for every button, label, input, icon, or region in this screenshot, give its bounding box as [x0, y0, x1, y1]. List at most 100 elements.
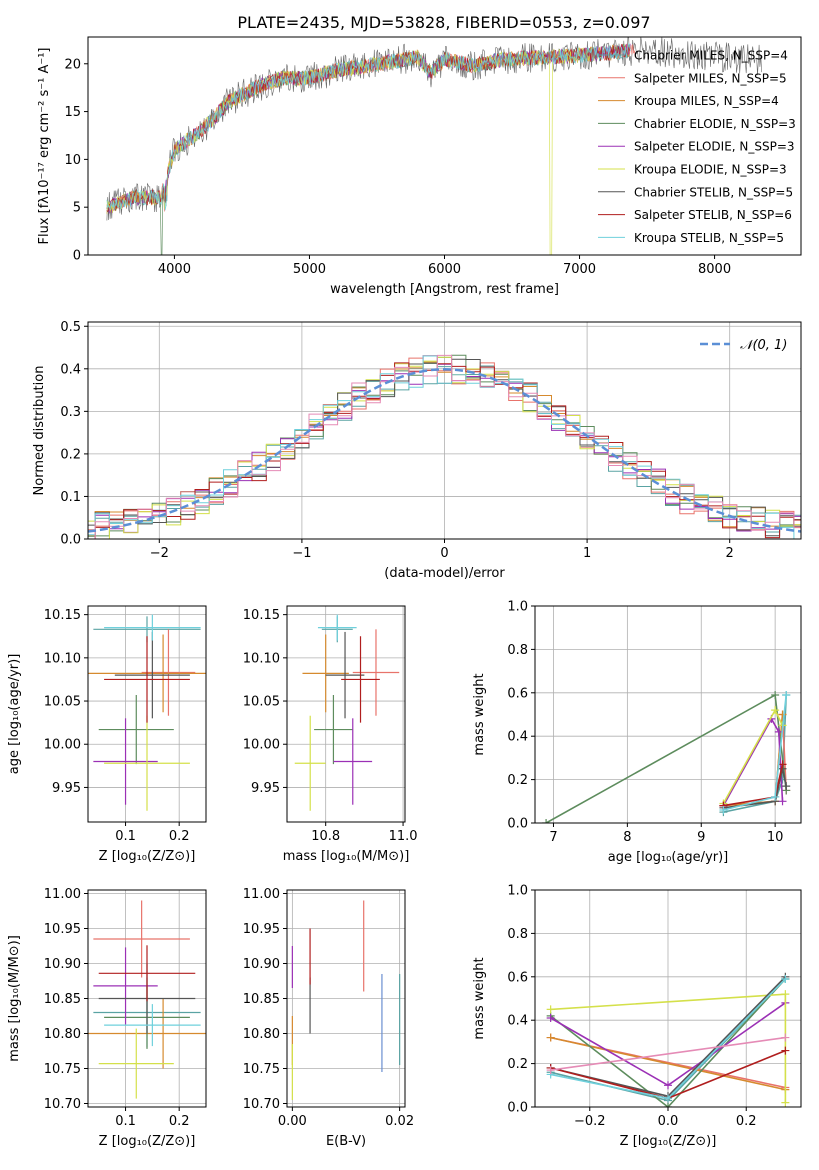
x-tick-label: 0.0 — [658, 1114, 679, 1129]
x-tick-label: 4000 — [158, 262, 191, 277]
x-tick-label: −0.2 — [574, 1114, 606, 1129]
x-tick-label: 7000 — [563, 262, 596, 277]
panel-spectrum: Chabrier MILES, N_SSP=4 Salpeter MILES, N… — [37, 36, 802, 297]
legend-entry: Chabrier STELIB, N_SSP=5 — [634, 185, 793, 199]
panel-mass-weight-vs-age: 7 8 9 10 0.0 0.2 0.4 0.6 0.8 1.0 age [log₁₀(age/yr… — [472, 600, 802, 865]
mass-weight-series — [723, 764, 784, 807]
x-axis-label: wavelength [Angstrom, rest frame] — [330, 282, 559, 297]
figure-title: PLATE=2435, MJD=53828, FIBERID=0553, z=0… — [237, 13, 650, 32]
panel-mass-vs-Z: 0.1 0.2 10.70 10.75 10.80 10.85 10.90 10.95 11.0… — [7, 887, 207, 1149]
plot-area — [546, 972, 790, 1107]
mass-weight-series — [723, 768, 787, 809]
y-tick-label: 0.6 — [507, 686, 528, 701]
x-tick-label: −2 — [150, 546, 169, 561]
panel-mass-vs-EBV: 0.00 0.02 10.70 10.75 10.80 10.85 10.90 10.95 11… — [243, 887, 414, 1149]
mass-weight-point — [781, 974, 790, 983]
plot-area — [106, 37, 762, 255]
x-tick-label: 0.1 — [115, 1114, 136, 1129]
axes-frame — [286, 605, 406, 823]
mass-weight-series — [723, 714, 784, 807]
y-tick-label: 10.70 — [243, 1097, 280, 1112]
legend-entry: Chabrier ELODIE, N_SSP=3 — [634, 117, 796, 131]
mass-weight-point — [782, 782, 791, 791]
y-tick-label: 1.0 — [507, 884, 528, 899]
y-tick-label: 10.00 — [44, 738, 81, 753]
y-tick-label: 10.00 — [243, 738, 280, 753]
y-tick-label: 5 — [73, 201, 81, 216]
x-tick-label: 0.02 — [385, 1114, 414, 1129]
mass-weight-point — [719, 805, 728, 814]
y-tick-label: 10.80 — [44, 1027, 81, 1042]
y-tick-label: 10.75 — [243, 1062, 280, 1077]
mass-weight-point — [546, 1033, 555, 1042]
y-tick-label: 0.0 — [507, 817, 528, 832]
x-axis-label: mass [log₁₀(M/M⊙)] — [283, 849, 410, 864]
legend-entry: Chabrier MILES, N_SSP=4 — [634, 49, 788, 63]
y-tick-label: 15 — [64, 105, 81, 120]
y-tick-label: 0.0 — [507, 1101, 528, 1116]
y-tick-label: 0.3 — [60, 405, 81, 420]
y-tick-label: 10.90 — [44, 957, 81, 972]
plot-area — [294, 614, 400, 811]
y-tick-label: 10.90 — [243, 957, 280, 972]
x-axis-label: (data-model)/error — [384, 566, 505, 581]
y-tick-label: 0.2 — [507, 773, 528, 788]
mass-weight-point — [664, 1103, 672, 1107]
mass-weight-point — [546, 1066, 555, 1075]
y-tick-label: 0.2 — [60, 447, 81, 462]
y-tick-label: 10.85 — [243, 992, 280, 1007]
mass-weight-series — [722, 717, 784, 806]
y-tick-label: 10.75 — [44, 1062, 81, 1077]
y-tick-label: 10.15 — [44, 608, 81, 623]
mass-weight-series — [550, 1036, 786, 1071]
legend-entry: Kroupa MILES, N_SSP=4 — [634, 94, 779, 108]
x-tick-label: 9 — [697, 830, 705, 845]
mass-weight-point — [778, 710, 787, 719]
histogram-series — [88, 365, 801, 539]
x-tick-label: −1 — [292, 546, 311, 561]
panel-age-vs-Z: 0.1 0.2 9.95 10.00 10.05 10.10 10.15 Z [log₁₀(Z… — [7, 605, 207, 864]
legend-entry: Salpeter MILES, N_SSP=5 — [634, 71, 787, 85]
x-tick-label: 0.1 — [115, 829, 136, 844]
y-tick-label: 0.2 — [507, 1057, 528, 1072]
legend-entry: Salpeter ELODIE, N_SSP=3 — [634, 140, 795, 154]
mass-weight-point — [782, 690, 791, 699]
y-tick-label: 0.4 — [507, 730, 528, 745]
x-axis-label: Z [log₁₀(Z/Z⊙)] — [99, 1134, 196, 1149]
plot-area — [88, 900, 206, 1099]
x-axis-label: Z [log₁₀(Z/Z⊙)] — [99, 849, 196, 864]
y-axis-label: Normed distribution — [32, 366, 47, 496]
y-tick-label: 0.1 — [60, 490, 81, 505]
mass-weight-point — [781, 1046, 790, 1055]
y-tick-label: 0.4 — [507, 1014, 528, 1029]
y-tick-label: 11.00 — [44, 887, 81, 902]
y-tick-label: 11.00 — [243, 887, 280, 902]
axes-frame — [534, 605, 802, 824]
y-tick-label: 9.95 — [251, 781, 280, 796]
x-tick-label: 10 — [767, 830, 784, 845]
mass-weight-point — [546, 1005, 555, 1014]
legend: Chabrier MILES, N_SSP=4 Salpeter MILES, N… — [598, 49, 796, 245]
mass-weight-point — [771, 706, 780, 715]
mass-weight-point — [664, 1081, 672, 1090]
y-tick-label: 0.5 — [60, 320, 81, 335]
x-tick-label: 0.00 — [278, 1114, 307, 1129]
y-tick-label: 10 — [64, 153, 81, 168]
y-axis-label: mass [log₁₀(M/M⊙)] — [7, 935, 22, 1062]
mass-weight-point — [546, 1014, 555, 1023]
plot-area — [291, 900, 401, 1100]
mass-weight-point — [778, 760, 787, 769]
y-tick-label: 0.6 — [507, 970, 528, 985]
panel-residual-histogram: 𝒩(0, 1) −2 −1 0 1 2 0.0 0.1 0.2 0.3 0.4 0.5 (data-mo… — [32, 320, 802, 581]
y-tick-label: 10.05 — [243, 695, 280, 710]
x-tick-label: 2 — [726, 546, 734, 561]
y-tick-label: 10.95 — [243, 922, 280, 937]
x-tick-label: 6000 — [428, 262, 461, 277]
y-axis-label: mass weight — [472, 673, 487, 755]
x-tick-label: 0.2 — [169, 829, 190, 844]
histogram-series — [88, 354, 801, 539]
mass-weight-point — [771, 690, 780, 699]
mass-weight-point — [781, 990, 790, 999]
plot-area — [88, 354, 801, 539]
mass-weight-point — [778, 797, 787, 806]
